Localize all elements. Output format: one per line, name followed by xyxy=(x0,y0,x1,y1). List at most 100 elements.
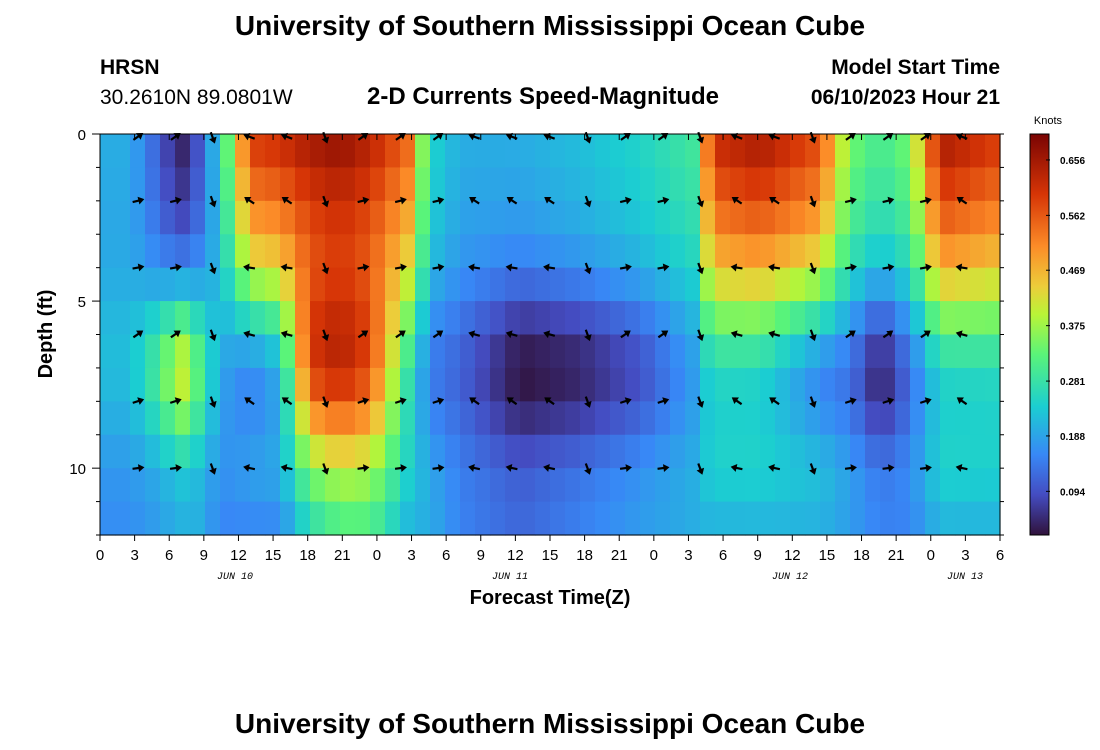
heatmap-cell xyxy=(655,234,671,269)
heatmap-cell xyxy=(370,434,386,469)
heatmap-cell xyxy=(835,468,851,503)
heatmap-cell xyxy=(625,434,641,469)
x-tick-label: 6 xyxy=(442,547,450,564)
x-tick-label: 6 xyxy=(996,547,1004,564)
heatmap-cell xyxy=(685,267,701,302)
current-vector-arrow xyxy=(619,196,632,205)
heatmap-cell xyxy=(805,167,821,202)
heatmap-cell xyxy=(820,468,836,503)
heatmap-cell xyxy=(880,334,896,369)
heatmap-cell xyxy=(670,401,686,436)
heatmap-cell xyxy=(280,401,296,436)
current-vector-arrow xyxy=(469,196,480,205)
heatmap-cell xyxy=(715,134,731,169)
heatmap-cell xyxy=(640,434,656,469)
current-vector-arrow xyxy=(844,263,857,272)
heatmap-cell xyxy=(415,134,431,169)
heatmap-cell xyxy=(745,167,761,202)
heatmap-cell xyxy=(805,401,821,436)
heatmap-cell xyxy=(880,501,896,536)
current-vector-arrow xyxy=(584,329,592,342)
heatmap-cell xyxy=(115,134,131,169)
heatmap-cell xyxy=(595,167,611,202)
heatmap-cell xyxy=(445,401,461,436)
heatmap-cell xyxy=(115,167,131,202)
heatmap-cell xyxy=(235,234,251,269)
heatmap-cell xyxy=(385,401,401,436)
heatmap-cell xyxy=(865,234,881,269)
current-vector-arrow xyxy=(209,396,217,408)
heatmap-cell xyxy=(100,501,116,536)
heatmap-cell xyxy=(295,367,311,402)
date-label: JUN 12 xyxy=(772,572,808,583)
current-vector-arrow xyxy=(209,329,217,342)
current-vector-arrow xyxy=(730,330,743,339)
heatmap-cell xyxy=(250,301,266,336)
x-tick-label: 12 xyxy=(784,547,801,564)
x-tick-label: 6 xyxy=(719,547,727,564)
heatmap-cell xyxy=(310,434,326,469)
current-vector-arrow xyxy=(768,132,781,141)
heatmap-cell xyxy=(760,501,776,536)
heatmap-cell xyxy=(940,367,956,402)
current-vector-arrow xyxy=(357,330,369,339)
heatmap-cell xyxy=(190,367,206,402)
current-vector-arrow xyxy=(657,397,670,405)
heatmap-cell xyxy=(955,434,971,469)
heatmap-cell xyxy=(790,367,806,402)
heatmap-cell xyxy=(760,200,776,235)
heatmap-cell xyxy=(970,401,986,436)
heatmap-cell xyxy=(550,334,566,369)
heatmap-cell xyxy=(550,167,566,202)
heatmap-cell xyxy=(520,167,536,202)
heatmap-cell xyxy=(625,334,641,369)
current-vector-arrow xyxy=(505,263,518,272)
heatmap-cell xyxy=(550,501,566,536)
heatmap-cell xyxy=(340,434,356,469)
heatmap-cell xyxy=(505,468,521,503)
heatmap-cell xyxy=(145,334,161,369)
current-vector-arrow xyxy=(544,196,555,205)
current-vector-arrow xyxy=(506,196,518,205)
heatmap-cell xyxy=(610,267,626,302)
current-vector-arrow xyxy=(809,329,817,342)
heatmap-cell xyxy=(265,200,281,235)
heatmap-cell xyxy=(610,401,626,436)
heatmap-cell xyxy=(145,301,161,336)
current-vector-arrow xyxy=(919,196,932,205)
heatmap-cell xyxy=(490,468,506,503)
heatmap-cell xyxy=(325,267,341,302)
heatmap-cell xyxy=(700,234,716,269)
colorbar-units-label: Knots xyxy=(1034,115,1063,127)
heatmap-cell xyxy=(175,501,191,536)
current-vector-arrow xyxy=(281,196,293,205)
heatmap-cell xyxy=(175,267,191,302)
heatmap-cell xyxy=(340,200,356,235)
heatmap-cell xyxy=(100,434,116,469)
heatmap-cell xyxy=(565,334,581,369)
heatmap-cell xyxy=(340,134,356,169)
heatmap-cell xyxy=(580,234,596,269)
date-label: JUN 11 xyxy=(492,572,528,583)
heatmap-cell xyxy=(865,434,881,469)
heatmap-cell xyxy=(925,334,941,369)
current-vector-arrow xyxy=(769,397,780,406)
current-vector-arrow xyxy=(845,132,856,141)
heatmap-cell xyxy=(580,401,596,436)
heatmap-cell xyxy=(175,367,191,402)
heatmap-cell xyxy=(775,334,791,369)
heatmap-cell xyxy=(790,234,806,269)
heatmap-cell xyxy=(415,501,431,536)
heatmap-cell xyxy=(430,434,446,469)
heatmap-cell xyxy=(940,234,956,269)
heatmap-cell xyxy=(850,468,866,503)
heatmap-cell xyxy=(400,267,416,302)
current-vector-arrow xyxy=(956,397,968,406)
current-vector-arrow xyxy=(132,196,145,205)
heatmap-cell xyxy=(205,234,221,269)
heatmap-cell xyxy=(115,434,131,469)
heatmap-cell xyxy=(955,301,971,336)
heatmap-cell xyxy=(190,200,206,235)
heatmap-cell xyxy=(610,501,626,536)
current-vector-arrow xyxy=(357,397,370,405)
